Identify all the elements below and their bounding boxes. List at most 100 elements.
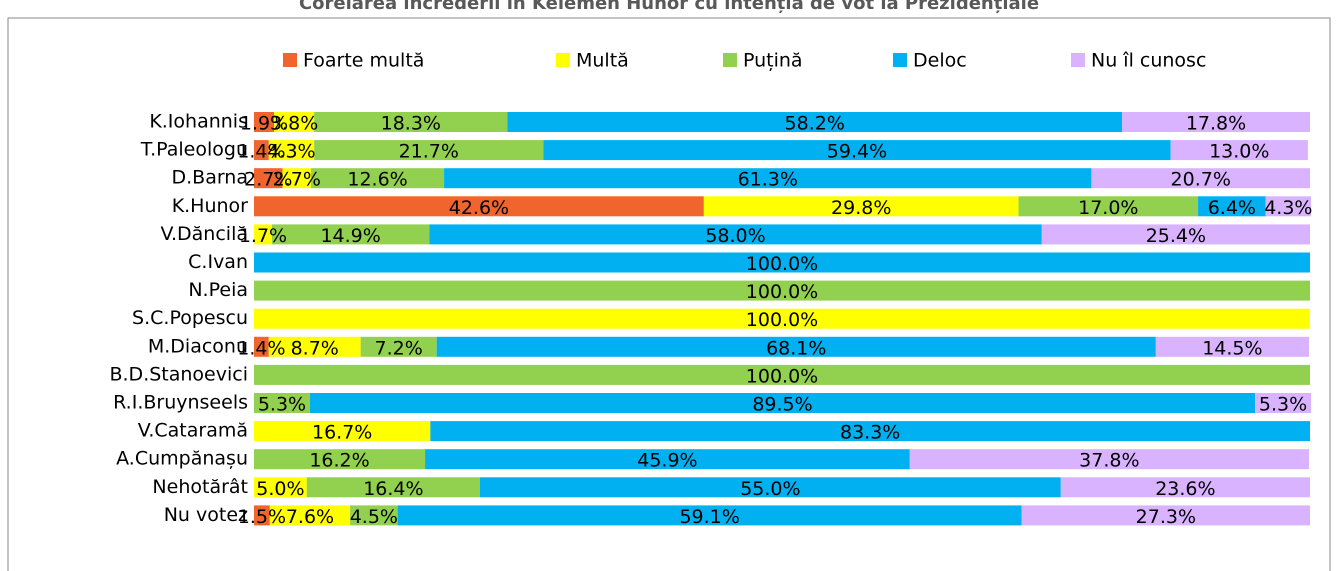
bar-segment: [1198, 196, 1266, 217]
data-label: 14.9%: [320, 225, 380, 247]
data-label: 4.3%: [1264, 197, 1312, 219]
data-label: 2.7%: [244, 169, 292, 191]
data-label: 20.7%: [1171, 169, 1231, 191]
y-tick-label: C.Ivan: [188, 251, 248, 273]
bar-segment: [436, 336, 1156, 357]
chart-title: Corelarea încrederii în Kelemen Hunor cu…: [299, 0, 1039, 14]
data-label: 59.4%: [827, 141, 887, 163]
bar-segment: [254, 252, 1310, 273]
bar-segment: [254, 505, 270, 526]
data-label: 100.0%: [746, 365, 818, 387]
data-label: 3.8%: [270, 113, 318, 135]
data-label: 7.2%: [375, 337, 423, 359]
data-label: 55.0%: [740, 478, 800, 500]
data-label: 61.3%: [738, 169, 798, 191]
bar-segment: [254, 112, 275, 132]
bar-segment: [909, 449, 1309, 470]
data-label: 58.2%: [785, 113, 845, 135]
legend-label: Foarte multă: [303, 50, 424, 72]
bar-segment: [268, 336, 361, 357]
y-tick-label: S.C.Popescu: [132, 307, 248, 329]
y-tick-label: A.Cumpănașu: [116, 448, 248, 470]
data-label: 4.3%: [267, 141, 315, 163]
data-label: 58.0%: [705, 225, 765, 247]
data-label: 21.7%: [399, 141, 459, 163]
data-label: 2.7%: [273, 169, 321, 191]
data-label: 27.3%: [1136, 506, 1196, 528]
legend-marker: [1071, 53, 1085, 67]
data-label: 83.3%: [840, 422, 900, 444]
bar-segment: [1021, 505, 1310, 526]
y-tick-label: T.Paleologu: [140, 139, 248, 161]
bar-segment: [309, 393, 1256, 413]
bar-segment: [1255, 393, 1312, 413]
data-label: 4.5%: [350, 506, 398, 528]
bar-segment: [1155, 336, 1309, 357]
data-label: 17.8%: [1186, 113, 1246, 135]
bar-segment: [254, 364, 1310, 385]
y-tick-label: K.Hunor: [172, 195, 248, 217]
bar-segment: [429, 224, 1042, 245]
bar-segment: [430, 421, 1310, 442]
data-label: 5.3%: [1259, 394, 1307, 416]
y-tick-label: Nu votez: [164, 504, 248, 526]
data-label: 1.9%: [240, 113, 288, 135]
y-tick-label: Nehotărât: [152, 476, 248, 498]
data-label: 25.4%: [1146, 225, 1206, 247]
data-label: 1.5%: [238, 506, 286, 528]
bar-segment: [282, 168, 312, 189]
bar-segment: [254, 196, 704, 217]
bar-segment: [1091, 168, 1310, 189]
data-label: 100.0%: [746, 309, 818, 331]
legend-label: Multă: [576, 50, 629, 72]
legend-label: Puțină: [743, 50, 803, 72]
legend-marker: [893, 53, 907, 67]
data-label: 14.5%: [1202, 337, 1262, 359]
legend-marker: [556, 53, 570, 67]
bar-segment: [703, 196, 1019, 217]
data-label: 5.0%: [256, 478, 304, 500]
bar-segment: [254, 421, 431, 442]
bar-segment: [254, 168, 283, 189]
data-label: 29.8%: [831, 197, 891, 219]
bar-segment: [314, 140, 544, 161]
data-label: 100.0%: [746, 253, 818, 275]
data-label: 37.8%: [1079, 450, 1139, 472]
bar-segment: [254, 336, 269, 357]
y-tick-label: R.I.Bruynseels: [113, 392, 248, 414]
data-label: 6.4%: [1208, 197, 1256, 219]
legend-marker: [723, 53, 737, 67]
data-label: 68.1%: [766, 337, 826, 359]
bar-segment: [425, 449, 910, 470]
bar-segment: [444, 168, 1092, 189]
data-label: 59.1%: [679, 506, 739, 528]
bar-segment: [254, 477, 307, 498]
data-label: 45.9%: [637, 450, 697, 472]
bar-segment: [1170, 140, 1308, 161]
bar-segment: [1018, 196, 1199, 217]
bar-segment: [274, 112, 315, 132]
bar-segment: [306, 477, 480, 498]
bar-segment: [397, 505, 1022, 526]
bar-segment: [269, 505, 351, 526]
y-tick-label: M.Diaconu: [148, 335, 248, 357]
bar-segment: [507, 112, 1123, 132]
bar-segment: [1060, 477, 1310, 498]
bar-segment: [350, 505, 398, 526]
data-label: 1.4%: [237, 141, 285, 163]
y-tick-label: B.D.Stanoevici: [109, 363, 248, 385]
bar-segment: [268, 140, 315, 161]
y-tick-label: V.Dăncilă: [160, 223, 248, 245]
y-tick-label: K.Iohannis: [149, 111, 248, 133]
bar-segment: [254, 224, 272, 245]
data-label: 16.2%: [309, 450, 369, 472]
bar-segment: [543, 140, 1171, 161]
bar-segment: [311, 168, 445, 189]
legend-marker: [283, 53, 297, 67]
y-tick-label: N.Peia: [188, 279, 248, 301]
data-label: 5.3%: [258, 394, 306, 416]
data-label: 16.4%: [363, 478, 423, 500]
legend-label: Deloc: [913, 50, 967, 72]
bar-segment: [1041, 224, 1310, 245]
